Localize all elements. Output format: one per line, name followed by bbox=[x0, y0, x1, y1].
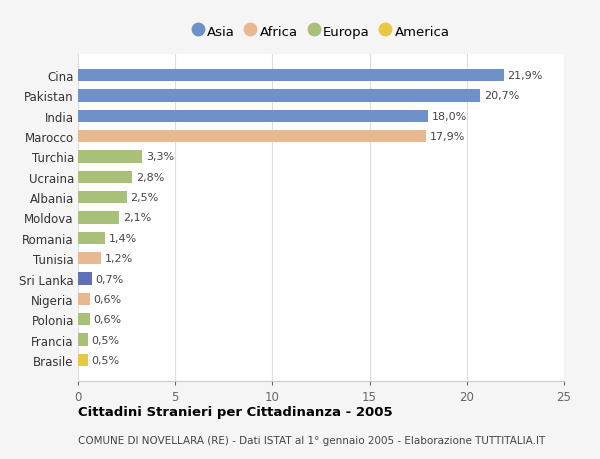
Text: 0,6%: 0,6% bbox=[94, 294, 122, 304]
Bar bbox=[78, 151, 142, 163]
Text: 2,5%: 2,5% bbox=[130, 193, 159, 203]
Text: Cittadini Stranieri per Cittadinanza - 2005: Cittadini Stranieri per Cittadinanza - 2… bbox=[78, 405, 392, 419]
Text: COMUNE DI NOVELLARA (RE) - Dati ISTAT al 1° gennaio 2005 - Elaborazione TUTTITAL: COMUNE DI NOVELLARA (RE) - Dati ISTAT al… bbox=[78, 435, 545, 445]
Bar bbox=[78, 354, 88, 366]
Bar bbox=[78, 192, 127, 204]
Text: 2,1%: 2,1% bbox=[123, 213, 151, 223]
Bar bbox=[78, 334, 88, 346]
Bar bbox=[78, 212, 119, 224]
Text: 0,7%: 0,7% bbox=[95, 274, 124, 284]
Bar bbox=[78, 273, 92, 285]
Bar bbox=[78, 171, 133, 184]
Bar bbox=[78, 232, 105, 244]
Bar bbox=[78, 252, 101, 265]
Text: 20,7%: 20,7% bbox=[484, 91, 520, 101]
Text: 21,9%: 21,9% bbox=[508, 71, 543, 81]
Bar bbox=[78, 70, 504, 82]
Bar bbox=[78, 131, 426, 143]
Text: 1,2%: 1,2% bbox=[105, 254, 133, 263]
Text: 17,9%: 17,9% bbox=[430, 132, 465, 142]
Bar bbox=[78, 293, 89, 305]
Text: 2,8%: 2,8% bbox=[136, 173, 164, 182]
Text: 0,5%: 0,5% bbox=[92, 335, 120, 345]
Text: 0,6%: 0,6% bbox=[94, 314, 122, 325]
Bar bbox=[78, 90, 481, 102]
Text: 0,5%: 0,5% bbox=[92, 355, 120, 365]
Bar bbox=[78, 111, 428, 123]
Bar bbox=[78, 313, 89, 325]
Text: 18,0%: 18,0% bbox=[432, 112, 467, 122]
Text: 3,3%: 3,3% bbox=[146, 152, 174, 162]
Legend: Asia, Africa, Europa, America: Asia, Africa, Europa, America bbox=[190, 22, 452, 41]
Text: 1,4%: 1,4% bbox=[109, 233, 137, 243]
